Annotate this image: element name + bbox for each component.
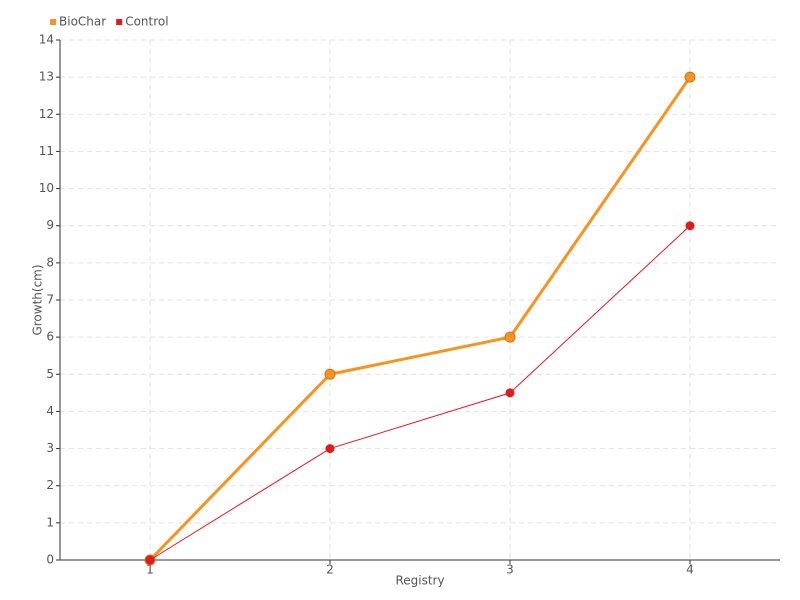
- series-line: [148, 76, 692, 562]
- y-tick-label: 0: [46, 553, 54, 567]
- data-point: [324, 368, 336, 380]
- x-tick-label: 1: [146, 563, 154, 577]
- data-point: [325, 444, 335, 454]
- data-point: [145, 555, 155, 565]
- y-tick-label: 2: [46, 478, 54, 492]
- x-tick-label: 2: [326, 563, 334, 577]
- y-tick-label: 11: [39, 144, 54, 158]
- series-line: [149, 225, 691, 561]
- x-axis-label: Registry: [395, 574, 444, 588]
- legend-label: BioChar: [59, 15, 106, 29]
- y-tick-label: 12: [39, 107, 54, 121]
- x-tick-label: 3: [506, 563, 514, 577]
- y-tick-label: 6: [46, 330, 54, 344]
- legend-label: Control: [125, 15, 168, 29]
- y-tick-label: 1: [46, 515, 54, 529]
- data-point: [504, 331, 516, 343]
- y-tick-label: 9: [46, 218, 54, 232]
- y-axis-label: Growth(cm): [31, 264, 45, 335]
- legend-swatch: [116, 19, 123, 25]
- y-tick-label: 7: [46, 293, 54, 307]
- x-tick-label: 4: [686, 563, 694, 577]
- y-tick-label: 10: [39, 181, 54, 195]
- y-tick-label: 5: [46, 367, 54, 381]
- y-tick-label: 8: [46, 255, 54, 269]
- data-point: [685, 221, 695, 231]
- legend-swatch: [50, 19, 56, 25]
- y-tick-label: 14: [39, 33, 54, 47]
- y-tick-label: 13: [39, 70, 54, 84]
- data-point: [505, 388, 515, 398]
- y-tick-label: 4: [46, 404, 54, 418]
- data-point: [684, 71, 696, 83]
- y-tick-label: 3: [46, 441, 54, 455]
